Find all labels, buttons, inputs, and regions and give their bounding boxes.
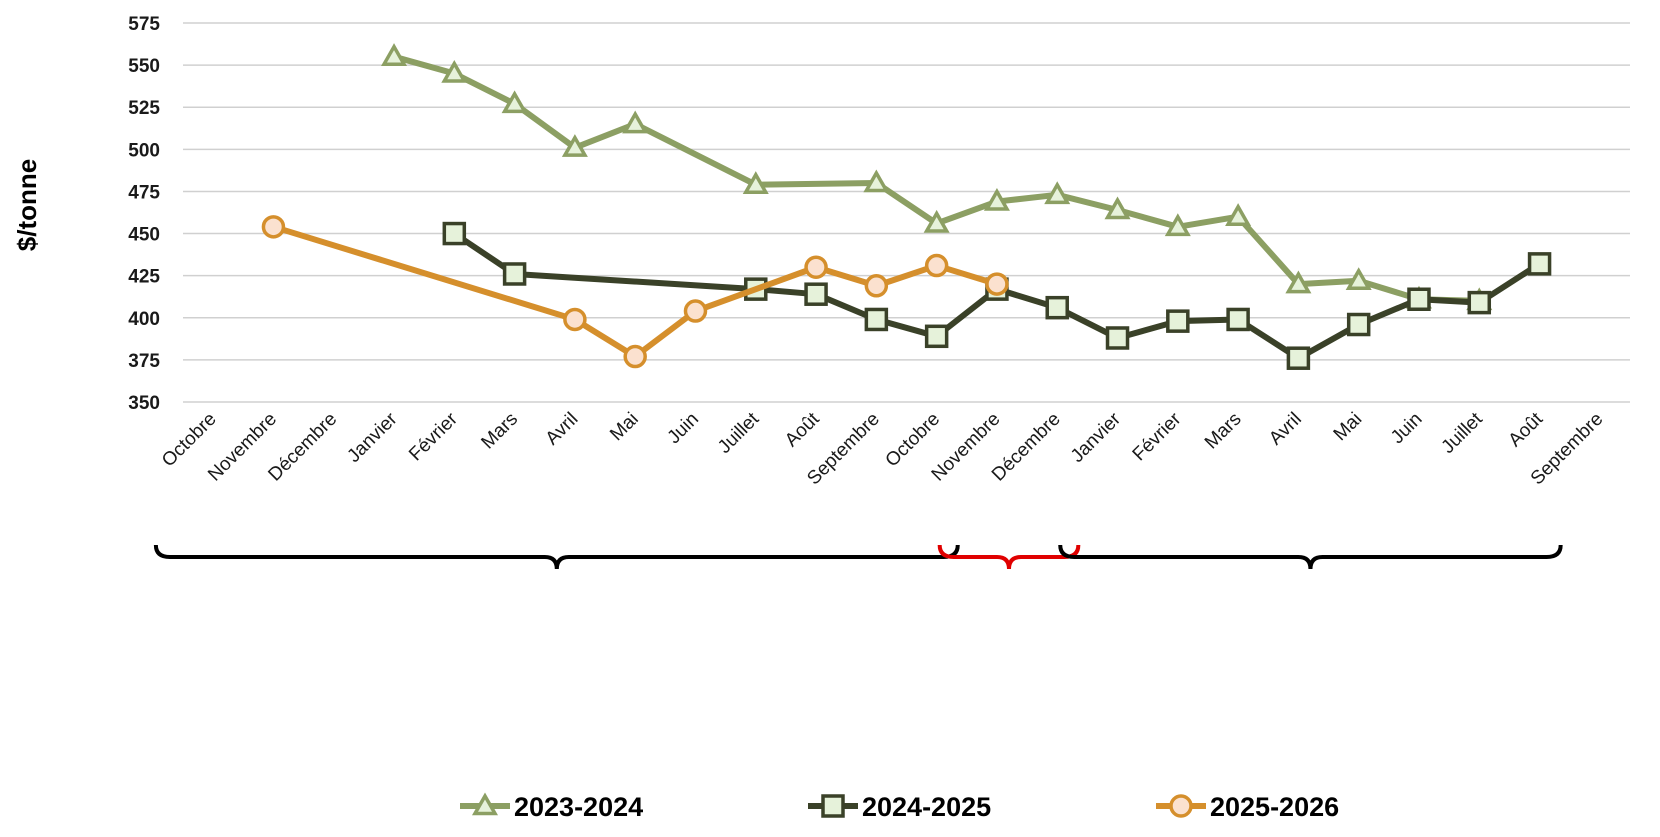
x-tick-label: Mars xyxy=(1201,409,1246,454)
x-tick-label: Juillet xyxy=(1438,408,1488,458)
gridlines xyxy=(183,22,1630,403)
data-point xyxy=(261,215,286,239)
data-point xyxy=(1345,267,1372,290)
data-point xyxy=(1105,326,1130,350)
data-point xyxy=(923,209,950,233)
x-tick-label: Janvier xyxy=(1067,408,1126,467)
legend-item-2023-2024: 2023-2024 xyxy=(460,792,643,822)
data-point xyxy=(1044,181,1071,205)
data-point xyxy=(985,272,1009,296)
data-point xyxy=(563,307,587,332)
legend-label: 2023-2024 xyxy=(514,792,643,822)
x-tick-label: Août xyxy=(1505,408,1548,451)
x-tick-label: Octobre xyxy=(158,409,221,472)
y-tick-label: 575 xyxy=(128,14,160,35)
y-tick-label: 375 xyxy=(128,351,160,372)
period-brace xyxy=(937,544,1081,570)
legend-marker xyxy=(1169,794,1193,818)
x-tick-label: Mai xyxy=(606,409,643,446)
x-tick-label: Février xyxy=(1129,408,1186,465)
series-line xyxy=(452,231,1542,362)
x-tick-label: Juin xyxy=(664,409,703,448)
data-point xyxy=(1407,287,1431,311)
data-point xyxy=(442,221,467,246)
x-tick-label: Avril xyxy=(542,409,583,450)
data-point xyxy=(381,43,408,66)
data-point xyxy=(1225,203,1252,226)
x-tick-label: Octobre xyxy=(882,409,945,472)
data-point xyxy=(863,169,890,193)
data-point xyxy=(864,307,889,332)
series-line xyxy=(272,223,998,360)
data-point xyxy=(1104,196,1131,220)
legend-label: 2024-2025 xyxy=(862,792,991,822)
x-tick-label: Juin xyxy=(1387,409,1426,448)
data-point xyxy=(1285,270,1312,294)
x-tick-label: Mars xyxy=(477,409,522,454)
data-point xyxy=(1226,307,1250,332)
legend: 2023-2024 2024-2025 2025-2026 xyxy=(460,792,1339,822)
y-tick-label: 475 xyxy=(128,182,160,203)
legend-marker xyxy=(471,792,499,816)
x-tick-label: Juillet xyxy=(714,408,764,458)
data-point xyxy=(441,60,468,83)
series-2025-2026 xyxy=(261,215,1009,369)
y-tick-label: 450 xyxy=(128,225,160,246)
data-point xyxy=(1527,252,1552,276)
x-tick-label: Août xyxy=(781,408,824,451)
y-axis-label: $/tonne xyxy=(12,159,42,251)
legend-marker xyxy=(821,794,845,818)
data-point xyxy=(622,110,649,134)
data-point xyxy=(502,262,527,286)
y-tick-label: 425 xyxy=(128,267,160,288)
data-point xyxy=(804,282,828,306)
data-point xyxy=(1166,309,1190,333)
x-tick-label: Avril xyxy=(1265,409,1306,450)
legend-item-2025-2026: 2025-2026 xyxy=(1156,792,1339,822)
data-point xyxy=(1045,295,1069,320)
data-point xyxy=(983,188,1010,211)
data-point xyxy=(561,134,588,157)
data-point xyxy=(864,274,889,298)
y-tick-label: 400 xyxy=(128,309,160,330)
x-tick-label: Février xyxy=(405,408,462,465)
y-tick-label: 550 xyxy=(128,56,160,77)
data-point xyxy=(623,344,647,369)
x-tick-label: Janvier xyxy=(343,408,402,467)
data-point xyxy=(924,324,949,349)
x-tick-label: Mai xyxy=(1330,409,1367,446)
data-point xyxy=(1467,290,1492,315)
data-point xyxy=(683,299,708,323)
data-point xyxy=(804,255,828,279)
data-point xyxy=(1346,312,1371,337)
period-brace xyxy=(153,544,960,570)
period-brace xyxy=(1058,544,1563,570)
legend-label: 2025-2026 xyxy=(1210,792,1339,822)
y-axis-ticks: 575 550 525 500 475 450 425 400 375 350 xyxy=(128,14,160,414)
y-tick-label: 500 xyxy=(128,140,160,161)
data-point xyxy=(501,90,528,114)
y-tick-label: 525 xyxy=(128,98,160,119)
legend-item-2024-2025: 2024-2025 xyxy=(808,792,991,822)
data-point xyxy=(1286,346,1311,370)
series-2024-2025 xyxy=(442,221,1552,370)
y-tick-label: 350 xyxy=(128,393,160,414)
data-point xyxy=(1164,213,1191,237)
data-point xyxy=(742,171,769,194)
period-braces xyxy=(153,544,1563,570)
data-point xyxy=(924,253,949,278)
series-lines xyxy=(261,43,1552,370)
